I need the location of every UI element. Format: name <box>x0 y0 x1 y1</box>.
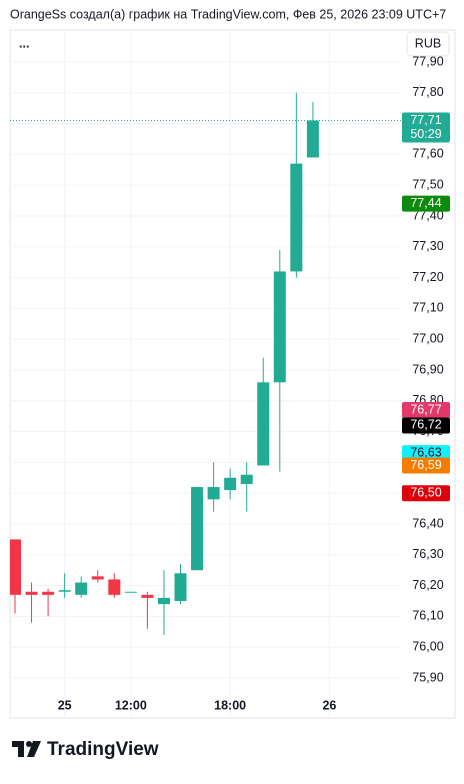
price-marker-label: 77,71 <box>410 113 441 127</box>
candle-body <box>207 487 220 500</box>
candle-body <box>306 120 319 158</box>
candle-body <box>75 582 88 595</box>
candle-body <box>42 591 55 595</box>
price-marker-label: 76,77 <box>410 402 441 416</box>
price-marker-label: 76,50 <box>410 485 441 499</box>
y-tick-label: 75,90 <box>412 670 443 684</box>
price-marker-label: 76,72 <box>410 418 441 432</box>
brand-name: TradingView <box>47 739 159 760</box>
countdown-label: 50:29 <box>410 127 441 141</box>
x-tick-label: 18:00 <box>214 698 246 712</box>
y-tick-label: 77,00 <box>412 331 443 345</box>
y-tick-label: 77,30 <box>412 239 443 253</box>
candle-body <box>141 594 154 598</box>
y-tick-label: 77,20 <box>412 270 443 284</box>
candle-body <box>273 271 286 383</box>
y-tick-label: 77,10 <box>412 301 443 315</box>
candle-body <box>257 382 270 466</box>
price-marker-label: 76,63 <box>410 445 441 459</box>
x-tick-label: 25 <box>58 698 72 712</box>
candle-body <box>124 591 137 593</box>
y-tick-label: 77,80 <box>412 85 443 99</box>
brand-logo <box>12 741 41 757</box>
price-marker <box>402 485 450 502</box>
candle-body <box>58 590 71 592</box>
price-marker-label: 77,44 <box>410 196 441 210</box>
price-marker <box>402 417 450 434</box>
y-tick-label: 76,30 <box>412 547 443 561</box>
price-marker-label: 76,59 <box>410 458 441 472</box>
y-tick-label: 76,10 <box>412 609 443 623</box>
chart-frame <box>9 29 456 719</box>
currency-box[interactable] <box>406 31 450 57</box>
candle-body <box>224 477 237 491</box>
y-tick-label: 77,50 <box>412 177 443 191</box>
candle-body <box>91 576 104 580</box>
price-marker <box>402 445 450 462</box>
candle-body <box>174 573 187 601</box>
y-tick-label: 76,90 <box>412 362 443 376</box>
y-tick-label: 77,40 <box>412 208 443 222</box>
plot-area <box>10 30 401 718</box>
price-marker <box>402 457 450 474</box>
y-tick-label: 77,90 <box>412 54 443 68</box>
y-tick-label: 76,00 <box>412 639 443 653</box>
price-marker <box>402 402 450 419</box>
price-marker <box>402 112 450 143</box>
candle-body <box>157 597 170 605</box>
candle-body <box>191 487 204 571</box>
x-tick-label: 26 <box>322 698 336 712</box>
y-tick-label: 77,60 <box>412 147 443 161</box>
candle-body <box>290 163 303 272</box>
y-tick-label: 76,40 <box>412 516 443 530</box>
menu-button[interactable]: ... <box>19 36 29 50</box>
currency-label[interactable]: RUB <box>415 36 441 50</box>
y-tick-label: 76,20 <box>412 578 443 592</box>
candle-body <box>240 474 253 484</box>
candle-body <box>10 539 21 595</box>
candle-body <box>108 579 121 595</box>
price-marker <box>402 195 450 212</box>
x-tick-label: 12:00 <box>115 698 147 712</box>
candle-body <box>25 591 38 595</box>
chart-title: OrangeSs создал(а) график на TradingView… <box>10 7 446 21</box>
